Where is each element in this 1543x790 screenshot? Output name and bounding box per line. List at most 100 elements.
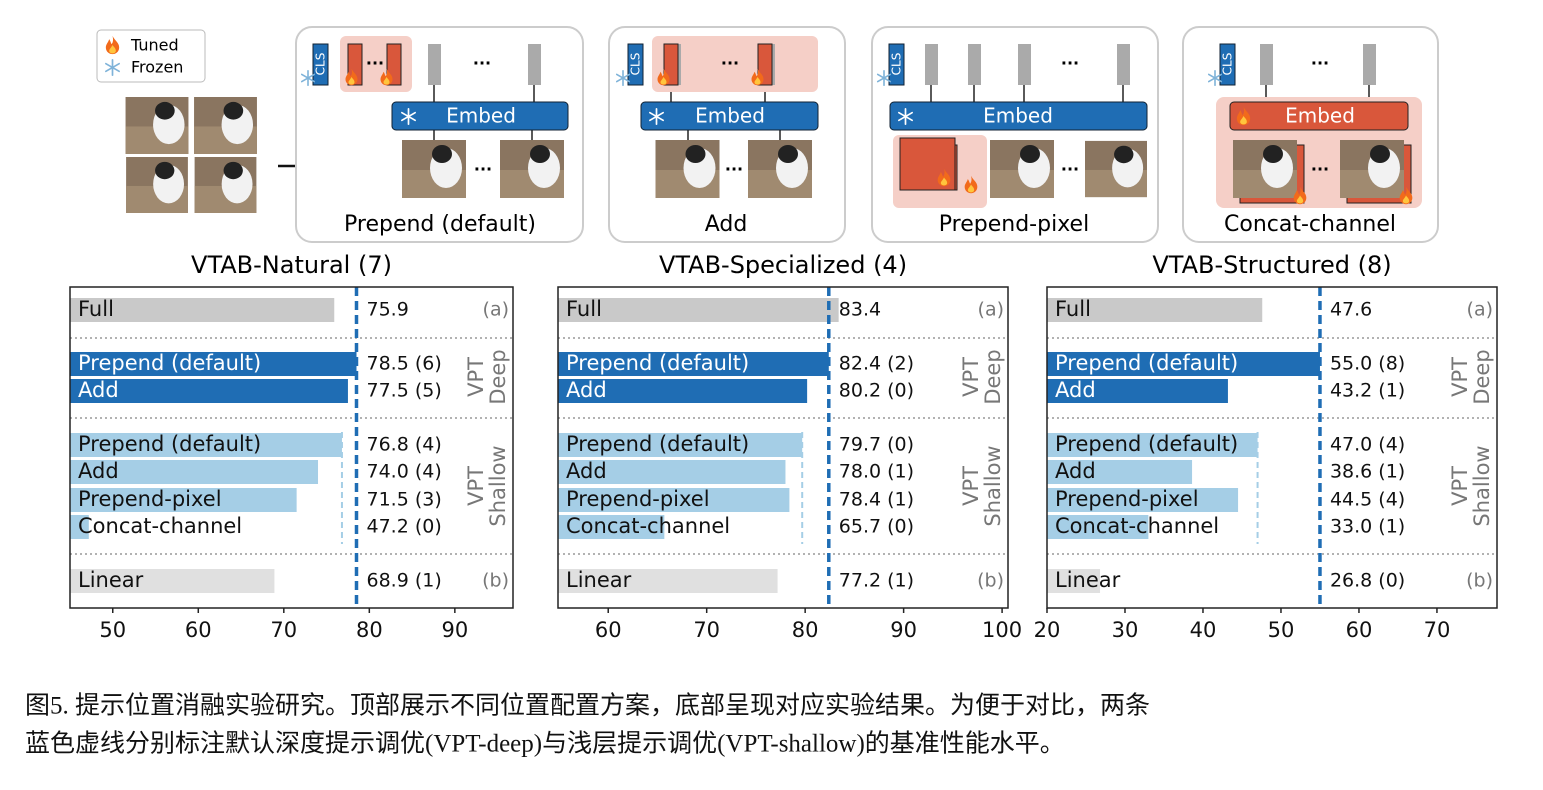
value-label: 55.0 (8)	[1330, 353, 1405, 375]
bar-label: Add	[566, 378, 607, 402]
cls-label: CLS	[890, 53, 904, 76]
group-label: (a)	[978, 299, 1004, 321]
bar	[1047, 488, 1239, 512]
chart: VTAB-Natural (7) Full 75.9 Prepend (default…	[69, 251, 514, 642]
value-label: 80.2 (0)	[839, 380, 914, 402]
group-label: (a)	[483, 299, 509, 321]
value-label: 65.7 (0)	[839, 516, 914, 538]
panel: CLS ... Embed ... Prepend-pixel	[871, 26, 1159, 243]
x-tick-label: 70	[270, 618, 297, 642]
x-tick-label: 60	[1346, 618, 1373, 642]
group-label: VPT	[1448, 357, 1472, 397]
bar-label: Prepend (default)	[78, 432, 261, 456]
value-label: 33.0 (1)	[1330, 516, 1405, 538]
x-tick-label: 100	[982, 618, 1022, 642]
embed-label: Embed	[446, 104, 516, 128]
value-label: 26.8 (0)	[1330, 570, 1405, 592]
bar	[70, 569, 275, 593]
x-tick-label: 50	[99, 618, 126, 642]
bar	[70, 352, 357, 376]
panel: CLS ... Embed ... Add	[608, 26, 846, 243]
chart: VTAB-Structured (8) Full 47.6 Prepend (defa…	[1034, 251, 1498, 642]
bar-label: Concat-channel	[1055, 514, 1219, 538]
bar-label: Prepend-pixel	[566, 487, 710, 511]
value-label: 76.8 (4)	[366, 434, 441, 456]
panel: CLS ... ... Embed ... Prepend (default)	[295, 26, 584, 243]
group-label: Deep	[486, 349, 510, 404]
bar-label: Linear	[566, 568, 632, 592]
bar-label: Add	[1055, 378, 1096, 402]
group-label: (b)	[482, 570, 509, 592]
panel-label: Add	[705, 212, 748, 237]
ellipsis: ...	[725, 156, 743, 175]
bar	[1047, 352, 1320, 376]
value-label: 38.6 (1)	[1330, 461, 1405, 483]
x-tick-label: 40	[1190, 618, 1217, 642]
embed-label: Embed	[1285, 104, 1355, 128]
ellipsis: ...	[1061, 50, 1079, 69]
bar	[558, 379, 808, 403]
bar	[70, 433, 342, 457]
bar-label: Full	[1055, 297, 1091, 321]
bar-label: Prepend-pixel	[78, 487, 222, 511]
bar	[558, 488, 790, 512]
value-label: 77.2 (1)	[839, 570, 914, 592]
x-tick-label: 30	[1112, 618, 1139, 642]
bar	[1047, 433, 1258, 457]
group-label: VPT	[1448, 466, 1472, 506]
chart-title: VTAB-Specialized (4)	[659, 251, 907, 279]
ellipsis: ...	[1061, 156, 1079, 175]
ellipsis: ...	[366, 50, 384, 69]
legend-box	[96, 29, 206, 83]
embed-label: Embed	[695, 104, 765, 128]
bar	[558, 515, 665, 539]
x-tick-label: 70	[1424, 618, 1451, 642]
ellipsis: ...	[721, 50, 739, 69]
value-label: 47.6	[1330, 299, 1372, 321]
chart-title: VTAB-Natural (7)	[191, 251, 392, 279]
x-tick-label: 60	[595, 618, 622, 642]
bar-label: Prepend (default)	[78, 351, 261, 375]
bar	[70, 460, 319, 484]
group-label: VPT	[959, 466, 983, 506]
ellipsis: ...	[1311, 50, 1329, 69]
group-label: Shallow	[486, 445, 510, 526]
plot-frame	[69, 286, 514, 609]
ellipsis: ...	[474, 156, 492, 175]
value-label: 77.5 (5)	[366, 380, 441, 402]
value-label: 78.4 (1)	[839, 489, 914, 511]
ellipsis: ...	[1311, 156, 1329, 175]
caption-line: 图5. 提示位置消融实验研究。顶部展示不同位置配置方案，底部呈现对应实验结果。为…	[25, 692, 1150, 720]
bar-label: Prepend (default)	[1055, 351, 1238, 375]
plot-frame	[1046, 286, 1498, 609]
value-label: 47.2 (0)	[366, 516, 441, 538]
diagram: Tuned Frozen CLS ... ... Embed ... Prepe…	[96, 26, 1439, 243]
bar	[1047, 298, 1263, 322]
value-label: 79.7 (0)	[839, 434, 914, 456]
bar-label: Prepend (default)	[566, 432, 749, 456]
value-label: 68.9 (1)	[366, 570, 441, 592]
bar	[70, 515, 89, 539]
cls-label: CLS	[629, 53, 643, 76]
panel-label: Concat-channel	[1224, 212, 1396, 237]
group-label: Shallow	[1470, 445, 1494, 526]
value-label: 44.5 (4)	[1330, 489, 1405, 511]
legend-tuned: Tuned	[130, 36, 179, 55]
group-label: (b)	[977, 570, 1004, 592]
bar	[1047, 515, 1149, 539]
legend-frozen: Frozen	[131, 58, 183, 77]
plot-frame	[557, 286, 1009, 609]
bar	[558, 433, 803, 457]
x-tick-label: 90	[890, 618, 917, 642]
value-label: 47.0 (4)	[1330, 434, 1405, 456]
bar-label: Concat-channel	[78, 514, 242, 538]
bar	[70, 298, 335, 322]
group-label: Deep	[1470, 349, 1494, 404]
bar-label: Linear	[78, 568, 144, 592]
group-label: Deep	[981, 349, 1005, 404]
x-tick-label: 70	[693, 618, 720, 642]
bar	[558, 298, 839, 322]
ellipsis: ...	[473, 50, 491, 69]
